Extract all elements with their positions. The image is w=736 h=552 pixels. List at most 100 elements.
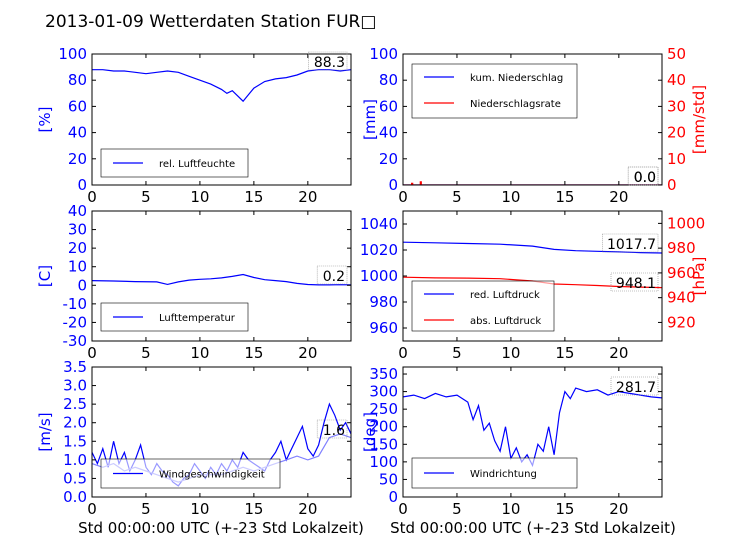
series-line-humidity-0 <box>92 69 351 103</box>
y-tick-label: 40 <box>68 202 87 220</box>
y-tick-label: 0 <box>77 276 87 294</box>
y-tick-label: 80 <box>68 71 87 89</box>
y-tick-label: 100 <box>58 45 87 63</box>
y-tick-label: 2.0 <box>63 414 87 432</box>
axes-frame <box>91 53 352 186</box>
y-axis-label: [deg] <box>361 412 379 452</box>
x-tick-label: 10 <box>501 188 520 206</box>
y-tick-label: 1.5 <box>63 432 87 450</box>
y-tick-label: -10 <box>63 295 88 313</box>
y2-tick-label: 1000 <box>667 214 705 232</box>
y-tick-label: 1000 <box>360 267 398 285</box>
panel-pressure: 0 5 10 15 20 960 980 1000 1020 1040 920 940 960 980 10… <box>360 210 708 362</box>
y2-tick-label: 0 <box>667 176 677 194</box>
x-tick-label: 15 <box>244 344 263 362</box>
value-label-box <box>610 272 659 292</box>
y-tick-label: 1020 <box>360 241 398 259</box>
y-tick-label: 2.5 <box>63 395 87 413</box>
legend-box <box>411 63 578 119</box>
y-tick-label: 100 <box>369 45 398 63</box>
x-tick-label: 5 <box>141 500 151 518</box>
value-label-box <box>627 166 659 186</box>
x-tick-label: 10 <box>501 344 520 362</box>
chart-title: 2013-01-09 Wetterdaten Station FUR□ <box>45 12 376 32</box>
y-tick-label: 1.0 <box>63 451 87 469</box>
x-tick-label: 0 <box>87 188 97 206</box>
legend-entry: red. Luftdruck <box>470 290 540 301</box>
x-tick-label: 10 <box>501 500 520 518</box>
x-tick-label: 15 <box>244 500 263 518</box>
y-tick-label: 0.5 <box>63 469 87 487</box>
y-tick-label: 80 <box>379 71 398 89</box>
y-tick-label: 0 <box>388 176 398 194</box>
y2-axis-label: [hPa] <box>690 257 708 296</box>
axes-frame <box>402 53 663 186</box>
y-tick-label: 150 <box>369 435 398 453</box>
y-tick-label: 3.5 <box>63 358 87 376</box>
value-label: 88.3 <box>314 55 345 71</box>
y-tick-label: 20 <box>68 239 87 257</box>
y-tick-label: 3.0 <box>63 377 87 395</box>
axes-frame <box>402 366 663 498</box>
legend-box <box>411 280 555 332</box>
y-tick-label: 250 <box>369 400 398 418</box>
x-tick-label: 5 <box>452 500 462 518</box>
x-tick-label: 0 <box>398 188 408 206</box>
x-tick-label: 5 <box>141 188 151 206</box>
y-tick-label: 60 <box>68 97 87 115</box>
x-tick-label: 0 <box>87 344 97 362</box>
y-tick-label: 40 <box>68 124 87 142</box>
legend-entry: rel. Luftfeuchte <box>159 159 235 170</box>
x-tick-label: 20 <box>609 188 628 206</box>
y-tick-label: 20 <box>68 150 87 168</box>
y-tick-label: 50 <box>379 470 398 488</box>
value-label: 1.6 <box>323 423 345 439</box>
y-axis-label: [%] <box>36 107 54 133</box>
y-axis-label: [m/s] <box>36 412 54 451</box>
y-tick-label: 40 <box>379 124 398 142</box>
x-tick-label: 10 <box>190 500 209 518</box>
y2-tick-label: 30 <box>667 97 686 115</box>
value-label: 948.1 <box>616 276 656 292</box>
x-tick-label: 15 <box>555 500 574 518</box>
y2-tick-label: 20 <box>667 124 686 142</box>
y-tick-label: 350 <box>369 365 398 383</box>
y-axis-label: [C] <box>36 265 54 287</box>
legend-entry: Lufttemperatur <box>159 313 236 324</box>
y-axis-label: [mm] <box>361 99 379 140</box>
x-tick-label: 20 <box>298 500 317 518</box>
legend-entry: kum. Niederschlag <box>470 73 563 84</box>
y-tick-label: 200 <box>369 418 398 436</box>
x-tick-label: 10 <box>190 344 209 362</box>
y2-tick-label: 940 <box>667 289 696 307</box>
x-tick-label: 20 <box>609 344 628 362</box>
y-tick-label: 60 <box>379 97 398 115</box>
y-tick-label: 980 <box>369 293 398 311</box>
value-label: 1017.7 <box>607 237 656 253</box>
series-line-temperature-0 <box>92 273 351 286</box>
value-label: 0.2 <box>323 269 345 285</box>
series-line-precipitation-1 <box>403 181 662 185</box>
y2-tick-label: 960 <box>667 264 696 282</box>
y-tick-label: 0.0 <box>63 488 87 506</box>
y-tick-label: 0 <box>388 488 398 506</box>
x-tick-label: 15 <box>555 344 574 362</box>
value-label: 281.7 <box>616 380 656 396</box>
legend-entry: abs. Luftdruck <box>470 316 541 327</box>
legend-entry: Niederschlagsrate <box>470 99 561 110</box>
y2-tick-label: 980 <box>667 239 696 257</box>
x-tick-label: 5 <box>141 344 151 362</box>
x-tick-label: 0 <box>398 500 408 518</box>
x-tick-label: 5 <box>452 344 462 362</box>
value-label-box <box>610 376 659 396</box>
panel-humidity: 0 5 10 15 20 0 20 40 60 80 100 [%] 88.3 rel. Luftfeuc… <box>36 45 352 206</box>
y-tick-label: 20 <box>379 150 398 168</box>
value-label-box <box>316 419 348 439</box>
x-tick-label: 20 <box>298 344 317 362</box>
y-tick-label: 1040 <box>360 215 398 233</box>
value-label: 0.0 <box>634 170 656 186</box>
y2-tick-label: 50 <box>667 45 686 63</box>
x-tick-label: 20 <box>298 188 317 206</box>
y2-tick-label: 40 <box>667 71 686 89</box>
